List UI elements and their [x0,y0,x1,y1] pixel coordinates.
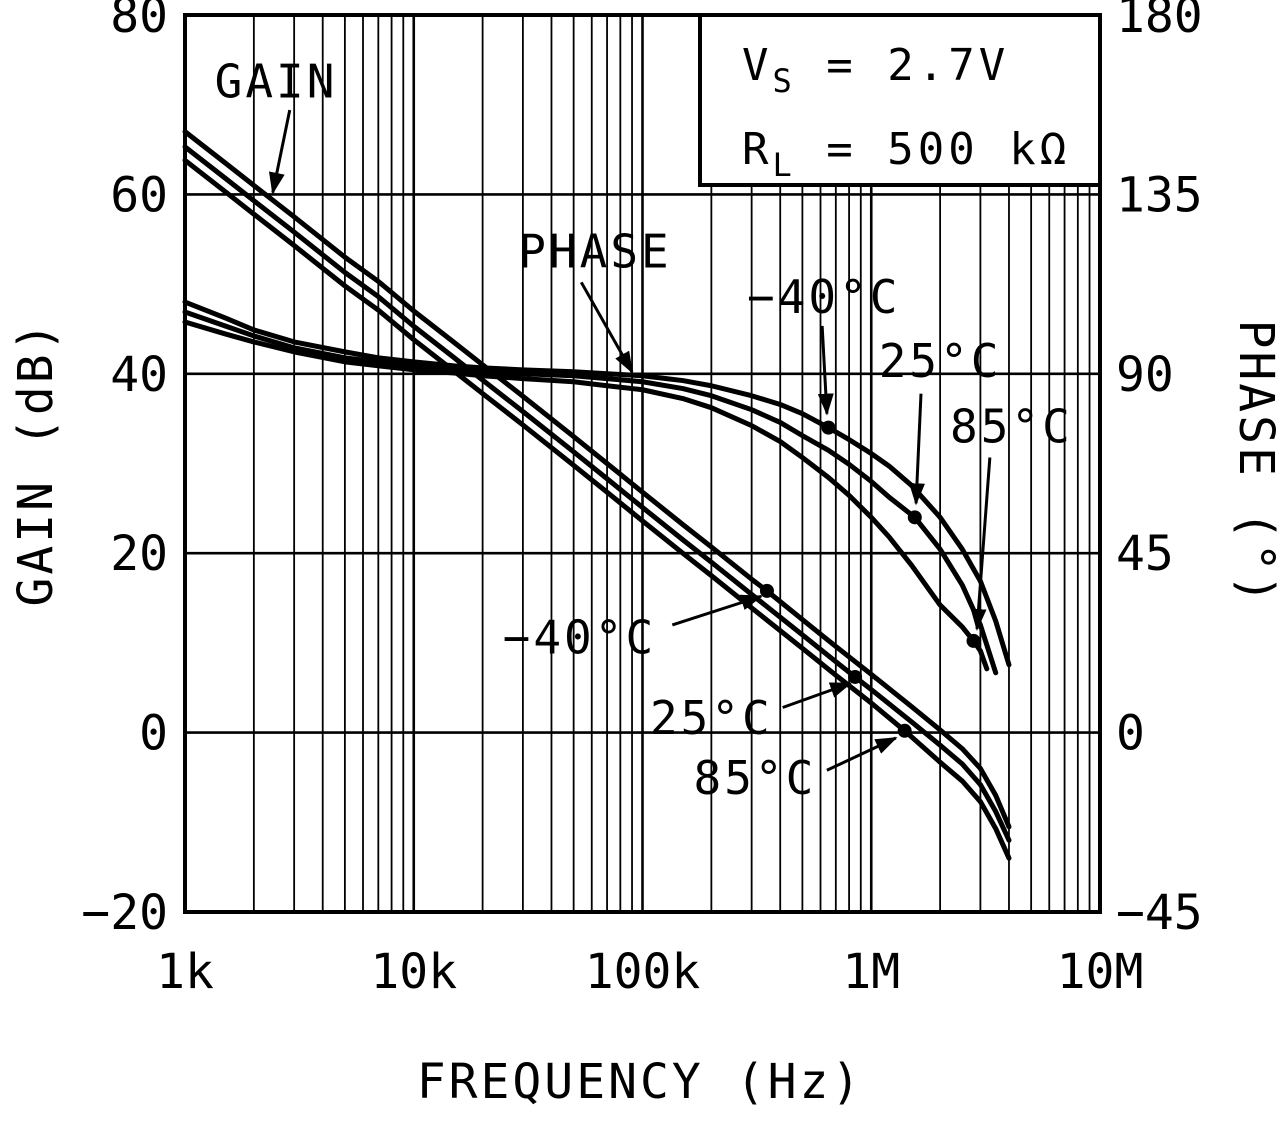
annotation-label-gain: GAIN [215,54,338,108]
x-tick-label: 10M [1057,944,1144,1000]
x-tick-label: 1M [842,944,900,1000]
marker-dot-gain-25 [848,669,863,684]
y-right-tick-label: 135 [1116,167,1203,223]
annotation-arrow-phase-25 [908,393,925,506]
series-curve-phase-25 [182,309,999,676]
annotation-label-gain-85: 85°C [694,751,817,805]
plot-frame [183,13,1102,914]
marker-dot-gain-85 [897,723,912,738]
y-right-tick-label: 45 [1116,526,1174,582]
series-curve-phase-85 [182,319,990,672]
x-tick-label: 1k [156,944,214,1000]
y-left-tick-label: 60 [110,167,168,223]
x-tick-label: 100k [585,944,701,1000]
chart-generated-content: VS = 2.7V RL = 500 kΩ GAIN PHASE −40°C 25°C 85… [81,0,1202,1000]
annotation-label-phase-85: 85°C [950,400,1073,454]
series-curve-gain-m40 [182,129,1012,830]
condition-text-RL: RL = 500 kΩ [742,124,1070,184]
annotation-label-phase-25: 25°C [879,334,1002,388]
y-right-tick-label: 0 [1116,706,1145,762]
marker-dot-phase-85 [966,633,981,648]
series-curve-phase-m40 [182,299,1012,668]
y-left-tick-label: 80 [110,0,168,44]
annotation-arrow-gain [268,109,292,195]
annotation-arrow-phase-85 [970,457,992,631]
x-axis-title: FREQUENCY (Hz) [417,1054,864,1110]
conditions-box [698,13,1102,187]
y-right-tick-label: −45 [1116,885,1203,941]
annotation-arrow-gain-25 [782,681,853,709]
annotation-label-gain-25: 25°C [650,691,773,745]
y-left-tick-label: 20 [110,526,168,582]
marker-dot-gain-m40 [759,583,774,598]
y-right-axis-title: PHASE (°) [1228,319,1284,606]
annotation-arrow-phase-m40 [817,325,834,416]
y-right-tick-label: 180 [1116,0,1203,44]
y-left-tick-label: −20 [81,885,168,941]
annotation-label-phase-m40: −40°C [747,270,900,324]
marker-dot-phase-25 [907,510,922,525]
condition-text-VS: VS = 2.7V [742,40,1009,100]
y-left-tick-label: 40 [110,347,168,403]
x-tick-label: 10k [370,944,457,1000]
annotation-label-phase: PHASE [518,225,671,279]
y-left-tick-label: 0 [139,706,168,762]
y-left-axis-title: GAIN (dB) [8,319,64,606]
series-curve-gain-25 [182,144,1012,843]
y-right-tick-label: 90 [1116,347,1174,403]
marker-dot-phase-m40 [821,420,836,435]
annotation-label-gain-m40: −40°C [503,610,656,664]
annotation-arrow-phase [579,281,634,374]
series-curve-gain-85 [182,157,1012,861]
annotation-arrow-gain-85 [826,736,898,772]
annotation-arrow-gain-m40 [671,594,764,627]
